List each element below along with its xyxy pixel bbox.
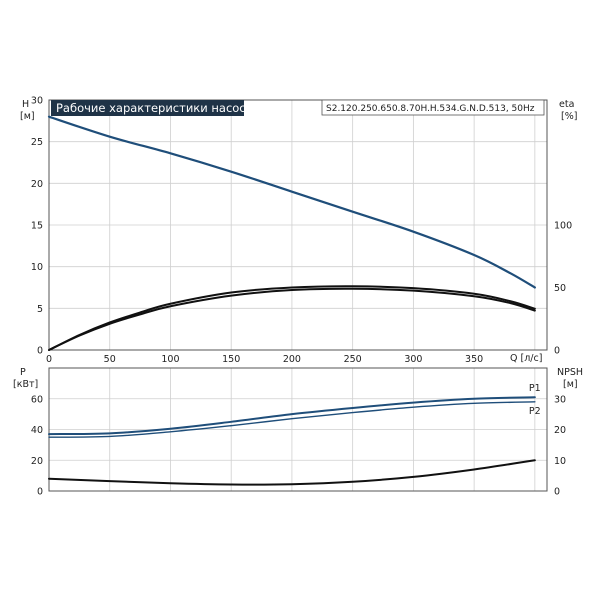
curve-p2-label: P2 xyxy=(529,406,541,417)
power-axis-symbol: P xyxy=(20,367,26,378)
bottom-panel-frame xyxy=(48,367,548,492)
model-designation-box xyxy=(321,99,545,116)
chart-title: Рабочие характеристики насоса xyxy=(56,101,253,115)
bottom-left-tick-label: 60 xyxy=(31,394,43,405)
model-designation: S2.120.250.650.8.70H.H.534.G.N.D.513, 50… xyxy=(326,104,535,114)
npsh-axis-symbol: NPSH xyxy=(557,367,583,378)
curve-p2 xyxy=(48,401,536,438)
bottom-panel-curves: P1 P2 xyxy=(48,383,541,486)
head-axis-unit: [м] xyxy=(20,111,35,122)
flow-tick-label: 0 xyxy=(46,354,52,365)
top-left-tick-label: 5 xyxy=(37,304,43,315)
top-right-tick-label: 50 xyxy=(554,283,566,294)
head-axis-symbol: H xyxy=(22,99,29,110)
bottom-left-tick-label: 0 xyxy=(37,487,43,498)
flow-tick-label: 300 xyxy=(404,354,422,365)
eta-axis-symbol: eta xyxy=(559,99,574,110)
top-left-tick-label: 30 xyxy=(31,96,43,107)
bottom-right-tick-label: 0 xyxy=(554,487,560,498)
top-panel-curves xyxy=(47,115,536,351)
flow-axis-label: Q [л/с] xyxy=(510,353,542,364)
eta-axis-unit: [%] xyxy=(561,111,577,122)
power-axis-unit: [кВт] xyxy=(13,379,38,390)
top-left-tick-label: 10 xyxy=(31,262,43,273)
bottom-panel-tick-labels: 0 20 40 60 0 10 20 30 xyxy=(31,394,566,497)
flow-tick-label: 50 xyxy=(104,354,116,365)
top-left-tick-label: 25 xyxy=(31,137,43,148)
bottom-right-tick-label: 20 xyxy=(554,425,566,436)
top-left-tick-label: 15 xyxy=(31,221,43,232)
top-left-tick-label: 20 xyxy=(31,179,43,190)
top-curve-2 xyxy=(48,285,536,351)
top-right-tick-label: 100 xyxy=(554,221,572,232)
bottom-curve-3 xyxy=(48,459,536,486)
top-panel-grid xyxy=(49,99,547,350)
bottom-right-tick-label: 30 xyxy=(554,394,566,405)
flow-tick-label: 100 xyxy=(161,354,179,365)
bottom-panel-grid xyxy=(49,368,547,491)
npsh-axis-unit: [м] xyxy=(563,379,578,390)
curve-p1-label: P1 xyxy=(529,383,541,394)
top-curve-1 xyxy=(47,115,536,289)
top-panel-frame xyxy=(48,99,548,351)
flow-tick-label: 250 xyxy=(344,354,362,365)
top-curve-3 xyxy=(48,287,536,351)
bottom-right-tick-label: 10 xyxy=(554,456,566,467)
flow-tick-label: 150 xyxy=(222,354,240,365)
chart-title-badge xyxy=(51,100,244,116)
top-right-tick-label: 0 xyxy=(554,346,560,357)
curve-p1 xyxy=(48,396,536,436)
bottom-left-tick-label: 20 xyxy=(31,456,43,467)
flow-tick-label: 200 xyxy=(283,354,301,365)
flow-tick-label: 350 xyxy=(465,354,483,365)
top-left-tick-label: 0 xyxy=(37,346,43,357)
bottom-left-tick-label: 40 xyxy=(31,425,43,436)
